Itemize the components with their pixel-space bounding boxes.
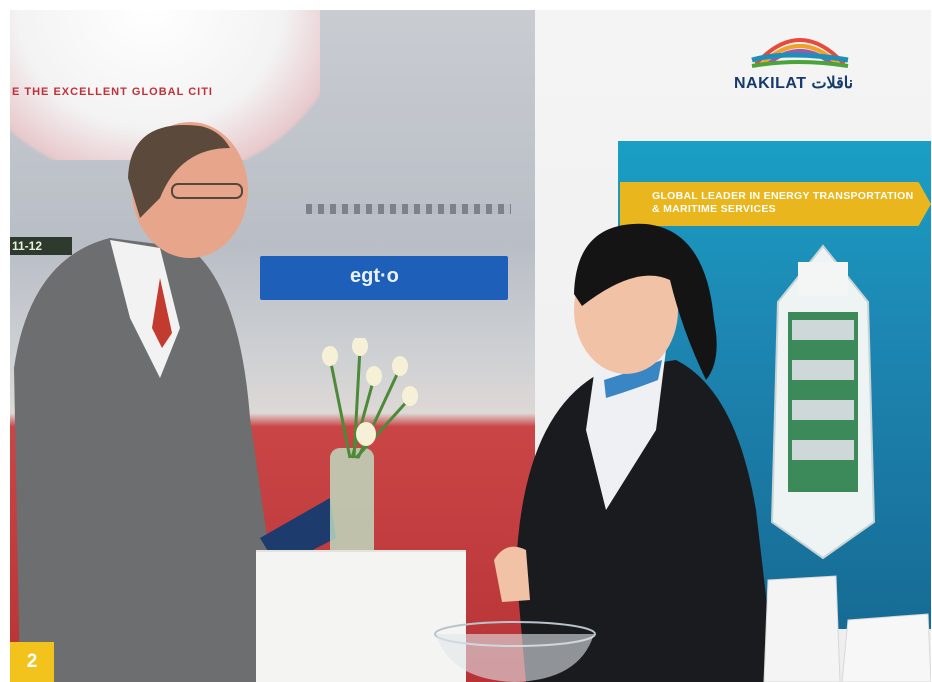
white-chairs <box>763 575 931 682</box>
hall-marker-sign: 11-12 <box>10 237 72 255</box>
man-in-gray-suit <box>14 122 340 682</box>
woman-in-black-suit <box>494 223 776 682</box>
distant-booth-sign-text: egt·o <box>350 265 399 287</box>
exhibition-photo: E THE EXCELLENT GLOBAL CITI 11-12 egt·o … <box>10 10 931 682</box>
background-wall-text: E THE EXCELLENT GLOBAL CITI <box>12 86 213 98</box>
poster-banner <box>620 182 931 226</box>
banner-line-1: GLOBAL LEADER IN ENERGY TRANSPORTATION <box>652 190 914 202</box>
photo-number-badge: 2 <box>10 642 54 682</box>
distant-booth-sign <box>260 256 508 300</box>
poster-banner-text: GLOBAL LEADER IN ENERGY TRANSPORTATION &… <box>652 190 913 216</box>
banner-line-2: & MARITIME SERVICES <box>652 203 776 215</box>
glass-bowl <box>434 621 596 682</box>
display-table <box>256 550 466 682</box>
tulip-vase <box>322 338 418 578</box>
lighting-truss <box>306 204 511 214</box>
lng-tanker-icon <box>770 244 876 560</box>
nakilat-logo-icon <box>751 38 849 68</box>
nakilat-logo-text: NAKILAT ناقلات <box>734 75 854 92</box>
